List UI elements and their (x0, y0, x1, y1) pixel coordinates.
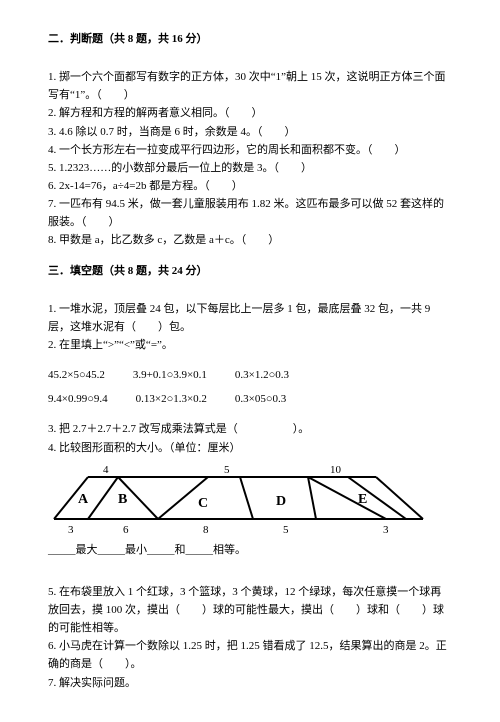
s3-q6: 6. 小马虎在计算一个数除以 1.25 时，把 1.25 错看成了 12.5，结… (48, 637, 452, 673)
s2-q6: 6. 2x-14=76，a÷4=2b 都是方程。（ ） (48, 177, 452, 195)
s3-q4-blank: _____最大_____最小_____和_____相等。 (48, 541, 452, 559)
fig-top-3: 10 (330, 464, 342, 476)
s3-q2-r1c: 0.3×1.2○0.3 (235, 366, 289, 384)
s2-q8: 8. 甲数是 a，比乙数多 c，乙数是 a＋c。（ ） (48, 231, 452, 249)
s2-q1: 1. 掷一个六个面都写有数字的正方体，30 次中“1”朝上 15 次，这说明正方… (48, 68, 452, 104)
s3-q1: 1. 一堆水泥，顶层叠 24 包，以下每层比上一层多 1 包，最底层叠 32 包… (48, 300, 452, 336)
s3-q4: 4. 比较图形面积的大小。（单位：厘米） (48, 439, 452, 457)
s2-q7: 7. 一匹布有 94.5 米，做一套儿童服装用布 1.82 米。这匹布最多可以做… (48, 195, 452, 231)
s3-q2-r1b: 3.9+0.1○3.9×0.1 (133, 366, 207, 384)
fig-bot-2: 6 (123, 524, 129, 536)
section3-title: 三．填空题（共 8 题，共 24 分） (48, 262, 452, 280)
fig-label-C: C (198, 496, 208, 511)
s3-q2-row1: 45.2×5○45.2 3.9+0.1○3.9×0.1 0.3×1.2○0.3 (48, 366, 452, 384)
fig-bot-5: 3 (383, 524, 389, 536)
s2-q5: 5. 1.2323……的小数部分最后一位上的数是 3。（ ） (48, 159, 452, 177)
fig-label-A: A (78, 492, 89, 507)
s2-q3: 3. 4.6 除以 0.7 时，当商是 6 时，余数是 4。（ ） (48, 123, 452, 141)
s2-q4: 4. 一个长方形左右一拉变成平行四边形，它的周长和面积都不变。（ ） (48, 141, 452, 159)
s3-q5: 5. 在布袋里放入 1 个红球，3 个篮球，3 个黄球，12 个绿球，每次任意摸… (48, 583, 452, 637)
fig-bot-3: 8 (203, 524, 209, 536)
s2-q2: 2. 解方程和方程的解两者意义相同。（ ） (48, 104, 452, 122)
s3-q2-r2a: 9.4×0.99○9.4 (48, 390, 108, 408)
fig-label-B: B (118, 492, 127, 507)
s3-q2: 2. 在里填上“>”“<”或“=”。 (48, 336, 452, 354)
fig-label-D: D (276, 494, 286, 509)
s3-q3: 3. 把 2.7＋2.7＋2.7 改写成乘法算式是（ ）。 (48, 420, 452, 438)
s3-q2-r1a: 45.2×5○45.2 (48, 366, 105, 384)
s3-q2-r2c: 0.3×05○0.3 (235, 390, 286, 408)
s3-q2-r2b: 0.13×2○1.3×0.2 (136, 390, 207, 408)
fig-top-1: 4 (103, 464, 109, 476)
geometry-figure: 4 5 10 (48, 463, 452, 537)
section2-title: 二．判断题（共 8 题，共 16 分） (48, 30, 452, 48)
s3-q7: 7. 解决实际问题。 (48, 674, 452, 692)
fig-label-E: E (358, 492, 367, 507)
fig-top-2: 5 (224, 464, 230, 476)
s3-q2-row2: 9.4×0.99○9.4 0.13×2○1.3×0.2 0.3×05○0.3 (48, 390, 452, 408)
fig-bot-1: 3 (68, 524, 74, 536)
fig-bot-4: 5 (283, 524, 289, 536)
